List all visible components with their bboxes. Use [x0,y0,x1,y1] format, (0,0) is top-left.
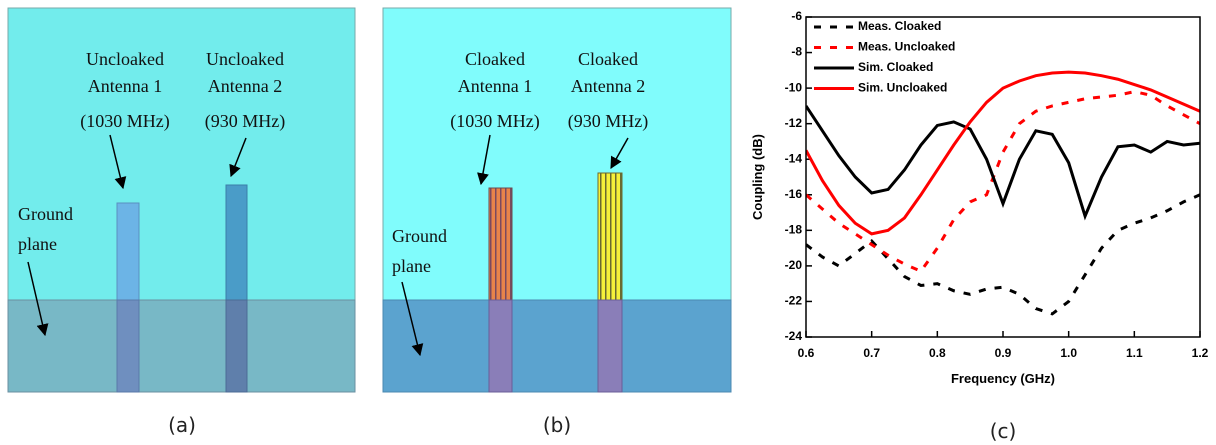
y-tick-label: -16 [785,187,803,201]
panel-b: Cloaked Antenna 1 (1030 MHz) Cloaked Ant… [383,8,731,437]
y-tick-label: -12 [785,116,803,130]
antenna [117,203,139,300]
label: (1030 MHz) [450,111,539,132]
label: Ground [18,204,73,224]
y-axis-label: Coupling (dB) [750,134,765,220]
y-tick-label: -10 [785,80,803,94]
y-tick-label: -18 [785,223,803,237]
caption: (c) [990,419,1017,443]
label: Antenna 2 [571,76,645,96]
label: Uncloaked [206,49,284,69]
caption: (a) [168,413,196,437]
legend-label: Meas. Uncloaked [858,40,955,54]
y-tick-label: -8 [791,45,802,59]
antenna [489,188,512,300]
series-line [806,195,1200,314]
y-tick-label: -6 [791,9,802,23]
label: Antenna 2 [208,76,282,96]
y-tick-label: -22 [785,294,803,308]
series-line [806,72,1200,234]
x-tick-label: 0.6 [798,346,815,360]
label: Antenna 1 [458,76,532,96]
antenna [226,185,247,300]
label: Cloaked [578,49,638,69]
x-tick-label: 0.8 [929,346,946,360]
antenna-base [226,300,247,392]
label: Cloaked [465,49,525,69]
antenna-base [598,300,622,392]
ground-plane [8,300,355,392]
antenna [598,173,622,300]
y-tick-label: -14 [785,151,803,165]
label: (930 MHz) [205,111,285,132]
y-tick-label: -20 [785,258,803,272]
legend-label: Meas. Cloaked [858,19,941,33]
x-tick-label: 1.2 [1192,346,1209,360]
label: (1030 MHz) [80,111,169,132]
label: Antenna 1 [88,76,162,96]
x-tick-label: 0.9 [995,346,1012,360]
ground-plane [383,300,731,392]
series-line [806,106,1200,216]
x-tick-label: 0.7 [863,346,880,360]
x-tick-label: 1.0 [1060,346,1077,360]
x-tick-label: 1.1 [1126,346,1143,360]
panel-a: Uncloaked Antenna 1 (1030 MHz) Uncloaked… [8,8,355,437]
series-line [806,92,1200,272]
label: (930 MHz) [568,111,648,132]
y-tick-label: -24 [785,329,803,343]
caption: (b) [543,413,571,437]
chart: Frequency (GHz) Coupling (dB) (c) -24 -22… [750,9,1209,443]
label: plane [392,256,431,276]
antenna-base [489,300,512,392]
legend-label: Sim. Uncloaked [858,81,947,95]
x-axis-label: Frequency (GHz) [951,371,1055,386]
label: Uncloaked [86,49,164,69]
antenna-base [117,300,139,392]
label: Ground [392,226,447,246]
figure: Uncloaked Antenna 1 (1030 MHz) Uncloaked… [0,0,1216,445]
legend-label: Sim. Cloaked [858,60,933,74]
label: plane [18,234,57,254]
